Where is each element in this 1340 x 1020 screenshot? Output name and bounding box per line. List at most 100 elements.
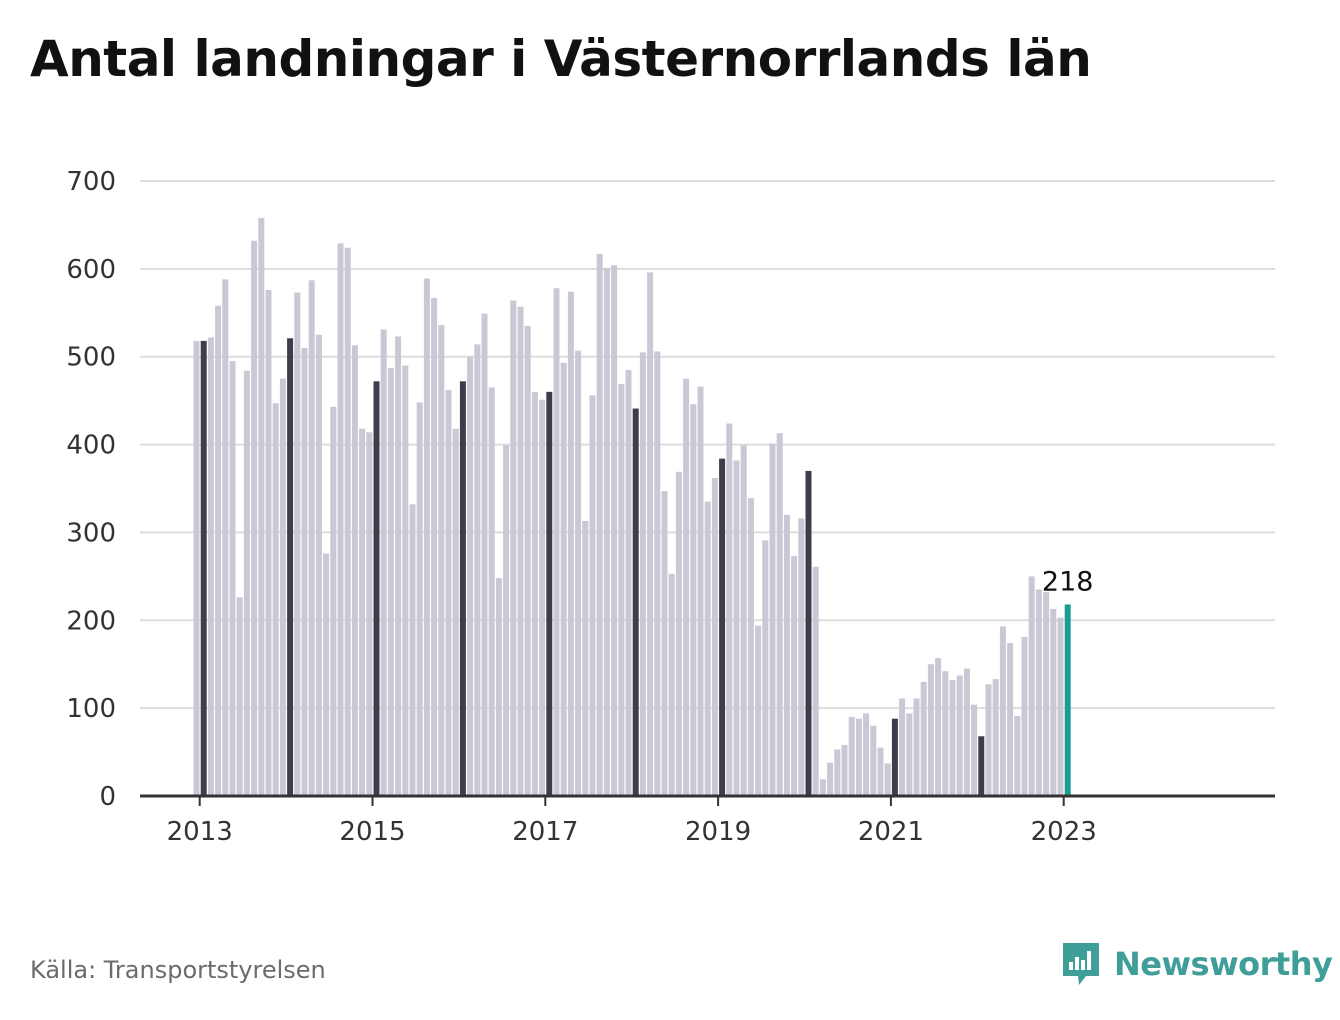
bar: [733, 460, 740, 796]
bar: [582, 521, 589, 796]
bar: [920, 681, 927, 796]
bar: [524, 325, 531, 796]
bar: [431, 297, 438, 796]
bar: [639, 352, 646, 796]
bar: [452, 428, 459, 796]
bar: [467, 356, 474, 796]
x-tick-label: 2019: [685, 817, 751, 847]
bar: [884, 763, 891, 796]
bar: [855, 718, 862, 796]
bar: [395, 336, 402, 796]
bar: [553, 288, 560, 796]
x-axis: 2013 2015 2017 2019 2021 2023: [140, 794, 1275, 847]
bar: [704, 501, 711, 796]
y-axis-ticks: 0 100 200 300 400 500 600 700: [66, 167, 116, 812]
bar: [596, 253, 603, 797]
bar: [402, 365, 409, 796]
newsworthy-logo-icon: [1063, 943, 1099, 985]
bar: [697, 386, 704, 796]
bar: [567, 291, 574, 796]
bar: [978, 736, 985, 796]
bar: [409, 504, 416, 796]
bar: [215, 305, 222, 796]
bar: [323, 553, 330, 796]
bar: [366, 432, 373, 796]
bar: [827, 762, 834, 796]
x-tick-label: 2013: [167, 817, 233, 847]
bar: [805, 470, 812, 796]
bar: [625, 369, 632, 796]
bar: [927, 664, 934, 796]
annotation: 218: [1042, 566, 1094, 597]
bar: [359, 428, 366, 796]
bar: [647, 272, 654, 796]
bar: [1064, 604, 1071, 796]
bar: [1050, 608, 1057, 796]
bar: [783, 514, 790, 796]
bar: [539, 399, 546, 796]
bar: [416, 402, 423, 796]
bar: [488, 387, 495, 796]
bar: [236, 597, 243, 796]
bars: [193, 217, 1071, 797]
bar: [899, 698, 906, 796]
y-tick-label: 600: [66, 255, 116, 285]
bar: [560, 362, 567, 796]
y-tick-label: 0: [99, 782, 116, 812]
bar: [683, 378, 690, 796]
bar: [891, 718, 898, 796]
bar: [272, 403, 279, 796]
bar: [661, 491, 668, 796]
bar: [992, 679, 999, 796]
bar: [438, 325, 445, 796]
x-tick-label: 2021: [858, 817, 924, 847]
bar: [1028, 576, 1035, 796]
bar: [258, 217, 265, 796]
bar: [251, 240, 258, 797]
bar: [603, 267, 610, 797]
bar: [387, 368, 394, 796]
brand-name: Newsworthy: [1114, 945, 1333, 983]
bar: [906, 713, 913, 796]
bar: [243, 370, 250, 796]
bar: [503, 445, 510, 796]
bar: [373, 381, 380, 796]
bar: [294, 292, 301, 796]
bar: [330, 406, 337, 796]
y-tick-label: 200: [66, 606, 116, 636]
bar: [747, 498, 754, 796]
bar: [654, 351, 661, 796]
bar: [301, 347, 308, 796]
bar: [380, 329, 387, 796]
bar: [632, 408, 639, 796]
bar: [1021, 636, 1028, 796]
bar: [265, 289, 272, 796]
bar: [1057, 617, 1064, 796]
x-tick-label: 2015: [339, 817, 405, 847]
bar: [1035, 589, 1042, 796]
bar: [999, 626, 1006, 796]
bar: [690, 404, 697, 796]
bar: [942, 671, 949, 796]
bar: [474, 344, 481, 796]
y-tick-label: 100: [66, 694, 116, 724]
bar: [222, 279, 229, 796]
bar: [279, 378, 286, 796]
bar: [798, 518, 805, 796]
bar: [870, 725, 877, 796]
bar: [726, 423, 733, 796]
source-note: Källa: Transportstyrelsen: [30, 956, 326, 984]
bar: [423, 278, 430, 796]
y-tick-label: 500: [66, 343, 116, 373]
bar: [546, 391, 553, 796]
brand-logo[interactable]: Newsworthy: [1060, 940, 1333, 988]
bar: [848, 716, 855, 796]
bar: [834, 749, 841, 796]
bar: [949, 680, 956, 796]
bar: [193, 340, 200, 796]
x-tick-label: 2023: [1031, 817, 1097, 847]
bar: [531, 391, 538, 796]
bar: [510, 300, 517, 796]
bar: [935, 658, 942, 796]
bar: [812, 566, 819, 796]
